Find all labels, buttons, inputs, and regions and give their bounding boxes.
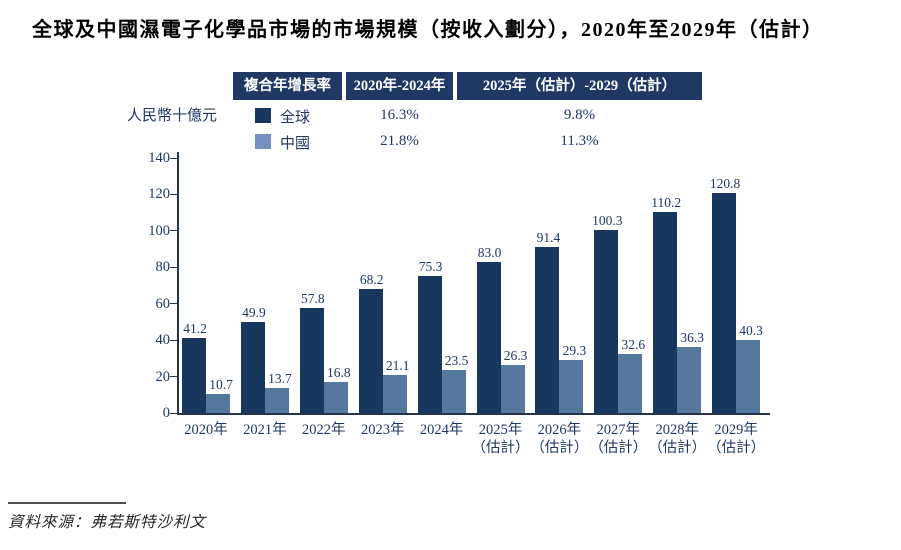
bar-label-global-2023年: 68.2 bbox=[359, 271, 384, 287]
bar-label-global-2027年: 100.3 bbox=[592, 213, 623, 229]
y-tick-label: 140 bbox=[148, 150, 170, 166]
x-axis-label-2027年: 2027年 bbox=[596, 422, 641, 438]
x-axis-label2-2029年: （估計） bbox=[707, 440, 766, 456]
bar-label-china-2027年: 32.6 bbox=[621, 336, 646, 352]
y-tick-label: 80 bbox=[155, 259, 171, 276]
bar-label-china-2020年: 10.7 bbox=[209, 376, 233, 392]
bar-global-2029年 bbox=[712, 192, 737, 413]
x-axis-label2-2027年: （估計） bbox=[589, 440, 648, 456]
cagr-global-period1: 16.3% bbox=[380, 107, 419, 123]
x-axis-label-2020年: 2020年 bbox=[184, 422, 228, 438]
y-tick-label: 60 bbox=[155, 295, 171, 312]
bar-label-china-2023年: 21.1 bbox=[385, 357, 410, 373]
bar-label-global-2021年: 49.9 bbox=[242, 305, 266, 321]
source-divider bbox=[8, 502, 126, 504]
cagr-header-period2: 2025年（估計）-2029（估計） bbox=[457, 72, 702, 100]
bar-label-global-2025年: 83.0 bbox=[477, 244, 502, 260]
bar-global-2022年 bbox=[299, 307, 324, 413]
bar-global-2027年 bbox=[594, 230, 619, 413]
bar-label-china-2021年: 13.7 bbox=[268, 371, 292, 387]
bar-china-2021年 bbox=[264, 388, 289, 413]
bar-china-2027年 bbox=[618, 353, 643, 413]
bar-global-2028年 bbox=[653, 212, 678, 413]
bar-china-2024年 bbox=[441, 370, 466, 413]
x-axis-label2-2026年: （估計） bbox=[530, 440, 589, 456]
cagr-header-label: 複合年增長率 bbox=[233, 72, 342, 100]
bar-china-2025年 bbox=[500, 365, 525, 413]
bar-china-2020年 bbox=[206, 393, 230, 413]
bar-label-china-2024年: 23.5 bbox=[444, 353, 469, 369]
bar-china-2028年 bbox=[677, 346, 702, 413]
x-axis-label-2024年: 2024年 bbox=[419, 422, 464, 438]
y-tick-mark bbox=[170, 376, 177, 378]
bar-china-2029年 bbox=[736, 339, 761, 413]
legend-swatch-global bbox=[255, 108, 271, 123]
y-axis-line bbox=[177, 152, 179, 413]
bar-global-2020年 bbox=[182, 337, 206, 413]
y-tick-label: 20 bbox=[155, 368, 171, 385]
bar-label-china-2028年: 36.3 bbox=[680, 329, 704, 345]
bar-global-2025年 bbox=[476, 261, 501, 413]
bar-china-2026年 bbox=[559, 359, 584, 413]
bar-global-2024年 bbox=[417, 275, 442, 413]
bar-global-2021年 bbox=[240, 322, 265, 413]
bar-label-china-2026年: 29.3 bbox=[562, 342, 587, 358]
bar-global-2026年 bbox=[535, 246, 560, 413]
legend-label-china: 中國 bbox=[280, 136, 311, 152]
y-tick-mark bbox=[170, 157, 177, 159]
x-axis-label-2029年: 2029年 bbox=[714, 422, 758, 438]
y-tick-label: 120 bbox=[148, 186, 170, 203]
x-axis-line bbox=[177, 413, 770, 415]
bar-label-global-2028年: 110.2 bbox=[651, 195, 682, 211]
y-tick-mark bbox=[170, 193, 177, 195]
cagr-global-period2: 9.8% bbox=[563, 107, 596, 123]
y-axis-unit-label: 人民幣十億元 bbox=[127, 108, 218, 124]
bar-global-2023年 bbox=[358, 288, 383, 413]
bar-label-global-2029年: 120.8 bbox=[709, 175, 741, 191]
legend-swatch-china bbox=[255, 134, 271, 149]
x-axis-label-2022年: 2022年 bbox=[302, 422, 346, 438]
page-title: 全球及中國濕電子化學品市場的市場規模（按收入劃分），2020年至2029年（估計… bbox=[32, 19, 824, 41]
bar-label-china-2029年: 40.3 bbox=[739, 322, 763, 338]
y-tick-label: 0 bbox=[162, 405, 170, 421]
bar-label-global-2024年: 75.3 bbox=[418, 258, 443, 274]
bar-label-global-2020年: 41.2 bbox=[183, 320, 207, 336]
y-tick-mark bbox=[170, 266, 177, 268]
x-axis-label-2028年: 2028年 bbox=[655, 422, 699, 438]
x-axis-label2-2025年: （估計） bbox=[471, 440, 530, 456]
x-axis-label-2026年: 2026年 bbox=[537, 422, 582, 438]
bar-label-china-2025年: 26.3 bbox=[503, 348, 528, 364]
x-axis-label-2025年: 2025年 bbox=[478, 422, 523, 438]
x-axis-label-2021年: 2021年 bbox=[243, 422, 287, 438]
x-axis-label-2023年: 2023年 bbox=[360, 422, 405, 438]
y-tick-mark bbox=[170, 339, 177, 341]
cagr-china-period2: 11.3% bbox=[560, 133, 599, 149]
y-tick-mark bbox=[170, 412, 177, 414]
y-tick-mark bbox=[170, 303, 177, 305]
y-tick-label: 100 bbox=[148, 222, 170, 239]
legend-label-global: 全球 bbox=[280, 110, 311, 126]
cagr-china-period1: 21.8% bbox=[380, 133, 419, 149]
source-text: 資料來源：弗若斯特沙利文 bbox=[8, 514, 207, 531]
bar-label-global-2022年: 57.8 bbox=[300, 290, 325, 306]
y-tick-label: 40 bbox=[155, 332, 171, 349]
cagr-header-period1: 2020年-2024年 bbox=[346, 72, 453, 100]
bar-china-2023年 bbox=[382, 374, 407, 413]
bar-label-china-2022年: 16.8 bbox=[326, 365, 351, 381]
bar-china-2022年 bbox=[323, 382, 348, 413]
y-tick-mark bbox=[170, 230, 177, 232]
x-axis-label2-2028年: （估計） bbox=[648, 440, 707, 456]
bar-label-global-2026年: 91.4 bbox=[536, 229, 561, 245]
